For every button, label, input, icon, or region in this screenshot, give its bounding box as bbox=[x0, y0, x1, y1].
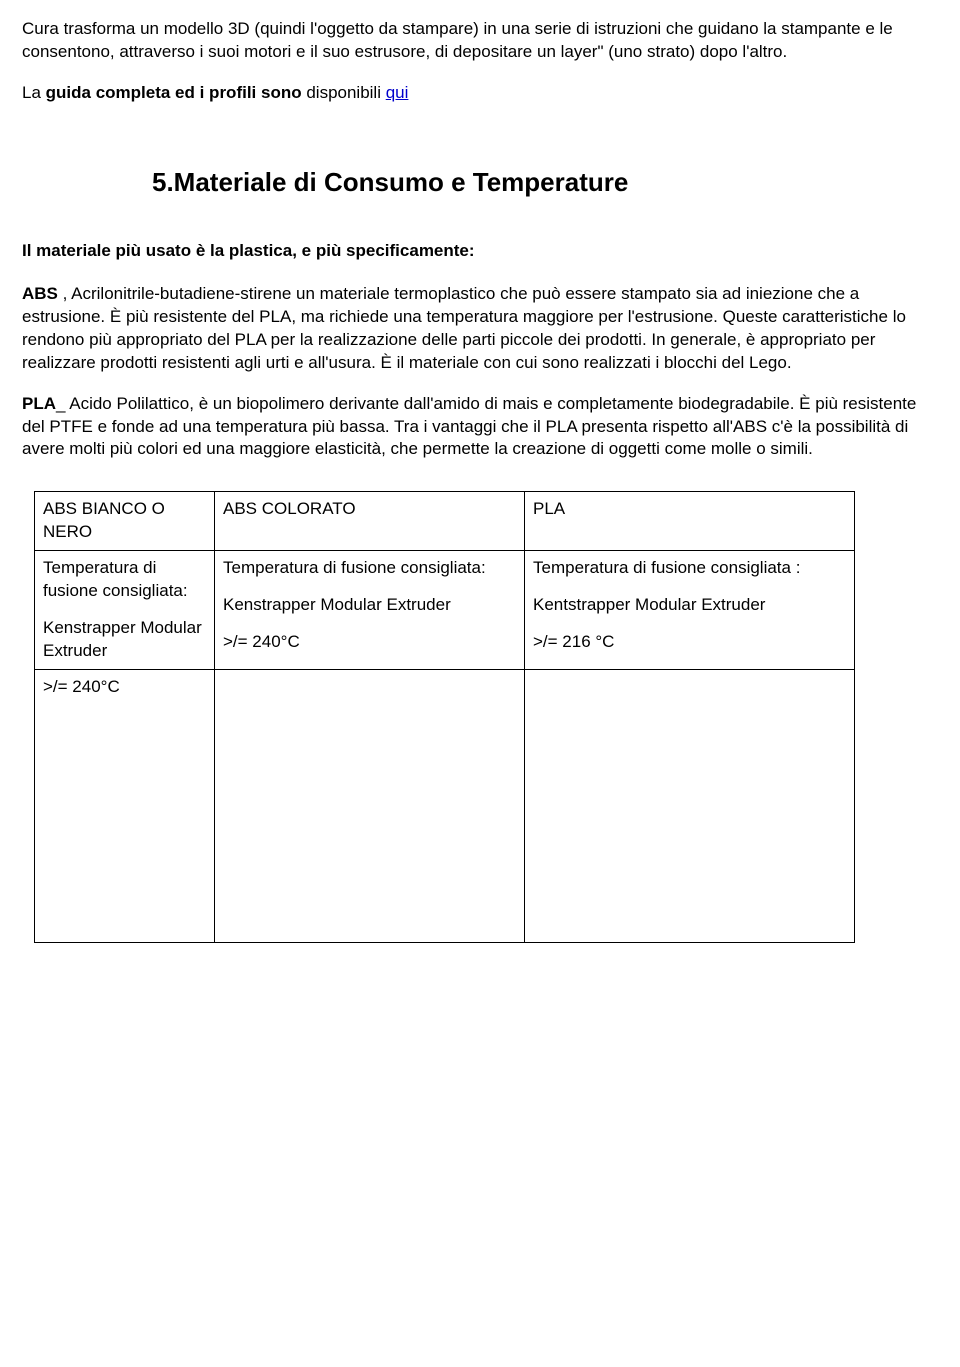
intro-text-2c: disponibili bbox=[302, 83, 386, 102]
abs-paragraph: ABS , Acrilonitrile-butadiene-stirene un… bbox=[22, 283, 938, 375]
intro-text-1: Cura trasforma un modello 3D (quindi l'o… bbox=[22, 19, 893, 61]
section-title: 5.Materiale di Consumo e Temperature bbox=[152, 165, 938, 200]
table-cell-empty bbox=[525, 670, 855, 943]
pla-paragraph: PLA_ Acido Polilattico, è un biopolimero… bbox=[22, 393, 938, 462]
cell-text: >/= 240°C bbox=[223, 631, 516, 654]
table-cell: Temperatura di fusione consigliata: Kens… bbox=[35, 551, 215, 670]
abs-label: ABS bbox=[22, 284, 58, 303]
table-cell: Temperatura di fusione consigliata: Kens… bbox=[215, 551, 525, 670]
intro-text-2a: La bbox=[22, 83, 46, 102]
table-header-2: ABS COLORATO bbox=[215, 492, 525, 551]
pla-label: PLA bbox=[22, 394, 56, 413]
table-cell: Temperatura di fusione consigliata : Ken… bbox=[525, 551, 855, 670]
cell-text: Kentstrapper Modular Extruder bbox=[533, 594, 846, 617]
section-subhead: Il materiale più usato è la plastica, e … bbox=[22, 240, 938, 263]
table-row: >/= 240°C bbox=[35, 670, 855, 943]
cell-text: Kenstrapper Modular Extruder bbox=[223, 594, 516, 617]
cell-text: Temperatura di fusione consigliata : bbox=[533, 557, 846, 580]
cell-text: Temperatura di fusione consigliata: bbox=[223, 557, 516, 580]
cell-text: Kenstrapper Modular Extruder bbox=[43, 617, 206, 663]
table-row: ABS BIANCO O NERO ABS COLORATO PLA bbox=[35, 492, 855, 551]
intro-text-2b-bold: guida completa ed i profili sono bbox=[46, 83, 302, 102]
abs-text: , Acrilonitrile-butadiene-stirene un mat… bbox=[22, 284, 906, 372]
intro-paragraph-1: Cura trasforma un modello 3D (quindi l'o… bbox=[22, 18, 938, 64]
guide-link[interactable]: qui bbox=[386, 83, 409, 102]
pla-text: _ Acido Polilattico, è un biopolimero de… bbox=[22, 394, 916, 459]
table-cell-empty bbox=[215, 670, 525, 943]
cell-text: Temperatura di fusione consigliata: bbox=[43, 557, 206, 603]
cell-text: >/= 216 °C bbox=[533, 631, 846, 654]
cell-text: >/= 240°C bbox=[43, 676, 206, 699]
table-cell: >/= 240°C bbox=[35, 670, 215, 943]
intro-paragraph-2: La guida completa ed i profili sono disp… bbox=[22, 82, 938, 105]
table-header-1: ABS BIANCO O NERO bbox=[35, 492, 215, 551]
materials-table: ABS BIANCO O NERO ABS COLORATO PLA Tempe… bbox=[34, 491, 855, 943]
table-row: Temperatura di fusione consigliata: Kens… bbox=[35, 551, 855, 670]
table-header-3: PLA bbox=[525, 492, 855, 551]
